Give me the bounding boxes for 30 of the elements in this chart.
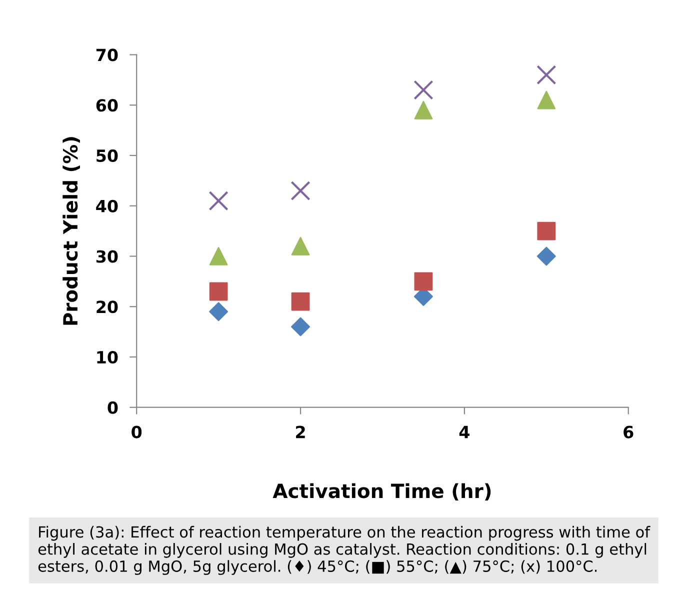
x-tick-label: 6 bbox=[624, 426, 634, 438]
point bbox=[290, 180, 310, 201]
y-tick-label: 30 bbox=[96, 250, 118, 263]
point bbox=[209, 282, 228, 301]
y-tick-label: 0 bbox=[108, 401, 118, 414]
point bbox=[537, 90, 556, 110]
y-tick-label: 40 bbox=[96, 200, 118, 212]
y-tick-label: 60 bbox=[96, 99, 118, 112]
x-tick-label: 4 bbox=[459, 426, 470, 438]
point bbox=[537, 222, 556, 240]
y-tick-label: 10 bbox=[97, 350, 118, 364]
point bbox=[208, 190, 228, 211]
text: Figure (3a): Effect of reaction temperature on the reaction progress with time of ethyl acetate in glycerol using MgO as catalyst. Reaction conditions: 0.1 g ethyl esters, 0.01 g MgO, 5g glycerol. (♦) 45°C; (■) 55°C; (▲) 75°C; (x) 100°C. bbox=[38, 526, 650, 575]
point bbox=[536, 65, 556, 85]
x-tick-label: 2 bbox=[296, 426, 305, 438]
point bbox=[209, 302, 228, 322]
point bbox=[536, 246, 556, 266]
point bbox=[209, 247, 228, 266]
point bbox=[414, 100, 433, 120]
point bbox=[414, 80, 434, 100]
point bbox=[291, 292, 310, 311]
y-tick-label: 20 bbox=[96, 300, 118, 314]
y-axis-title: Product Yield (%) bbox=[62, 137, 80, 325]
x-tick-label: 0 bbox=[132, 426, 142, 438]
point bbox=[291, 236, 310, 256]
y-tick-label: 50 bbox=[96, 149, 118, 162]
point bbox=[414, 272, 433, 291]
y-tick-label: 70 bbox=[96, 48, 118, 62]
point bbox=[291, 317, 310, 336]
x-axis-title: Activation Time (hr) bbox=[272, 483, 491, 501]
